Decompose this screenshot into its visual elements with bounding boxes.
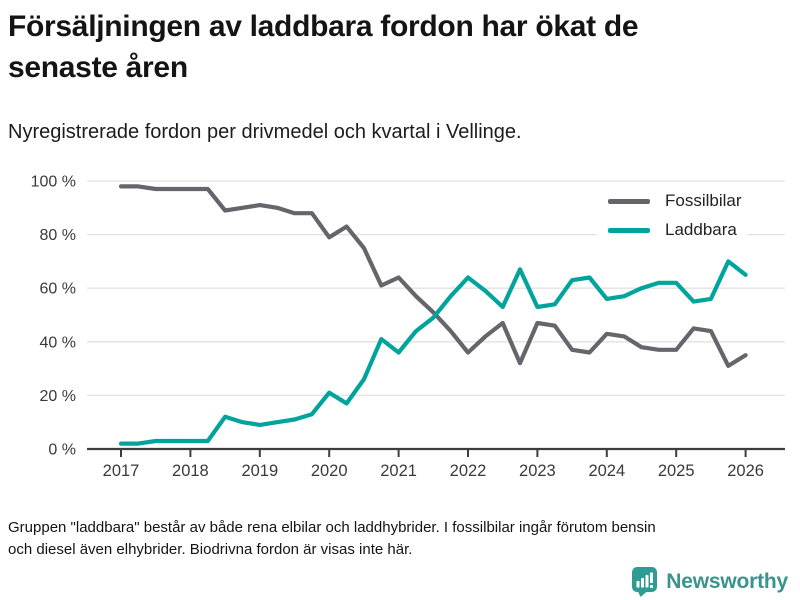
x-axis-tick-label: 2017 bbox=[103, 462, 140, 480]
y-axis-tick-label: 20 % bbox=[40, 388, 76, 405]
chart-area: 0 % 20 % 40 % 60 % 80 % 100 % 2017 2018 2019 2020… bbox=[0, 160, 800, 495]
newsworthy-logo[interactable]: Newsworthy bbox=[631, 566, 788, 597]
x-axis-tick-label: 2026 bbox=[727, 462, 764, 480]
y-axis-tick-label: 80 % bbox=[40, 227, 76, 244]
y-axis-tick-label: 60 % bbox=[40, 281, 76, 298]
fossilbilar-line-swatch bbox=[608, 198, 650, 204]
y-axis-tick-label: 40 % bbox=[40, 334, 76, 351]
newsworthy-icon bbox=[632, 567, 658, 597]
legend-item-laddbara: Laddbara bbox=[608, 220, 742, 240]
legend-label-fossilbilar: Fossilbilar bbox=[665, 191, 742, 210]
newsworthy-wordmark: Newsworthy bbox=[666, 569, 788, 593]
chart-legend: Fossilbilar Laddbara bbox=[596, 188, 748, 243]
x-axis-tick-label: 2019 bbox=[241, 462, 278, 480]
x-axis-tick-label: 2023 bbox=[519, 462, 556, 480]
page-title-line1: Försäljningen av laddbara fordon har öka… bbox=[8, 10, 639, 43]
legend-item-fossilbilar: Fossilbilar bbox=[608, 191, 742, 211]
laddbara-line-swatch bbox=[608, 227, 650, 233]
x-axis-tick-label: 2021 bbox=[380, 462, 417, 480]
y-axis-tick-label: 0 % bbox=[48, 442, 76, 459]
y-axis-tick-label: 100 % bbox=[31, 174, 76, 191]
x-axis-tick-label: 2020 bbox=[311, 462, 348, 480]
chart-footnote-line2: och diesel även elhybrider. Biodrivna fo… bbox=[8, 541, 413, 558]
page-title-line2: senaste åren bbox=[8, 51, 188, 84]
page-title: Försäljningen av laddbara fordon har öka… bbox=[8, 6, 768, 88]
laddbara-line bbox=[118, 259, 748, 446]
chart-footnote-line1: Gruppen "laddbara" består av både rena e… bbox=[8, 519, 656, 536]
chart-footnote: Gruppen "laddbara" består av både rena e… bbox=[8, 517, 792, 561]
chart-subtitle: Nyregistrerade fordon per drivmedel och … bbox=[8, 121, 522, 143]
x-axis-tick-label: 2025 bbox=[658, 462, 695, 480]
legend-label-laddbara: Laddbara bbox=[665, 220, 737, 239]
x-axis-tick-label: 2024 bbox=[588, 462, 625, 480]
line-chart: 0 % 20 % 40 % 60 % 80 % 100 % 2017 2018 2019 2020… bbox=[31, 174, 785, 480]
fossilbilar-line bbox=[118, 184, 748, 368]
x-axis-tick-label: 2018 bbox=[172, 462, 209, 480]
x-axis-tick-label: 2022 bbox=[450, 462, 487, 480]
